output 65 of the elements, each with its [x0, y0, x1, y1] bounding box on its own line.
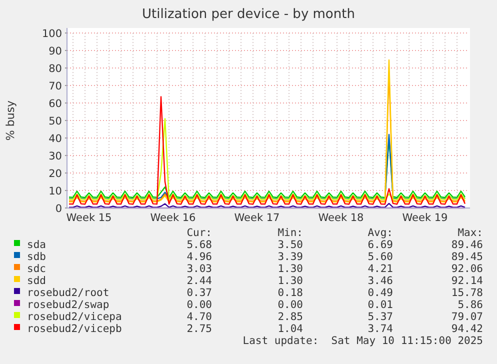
y-tick-label: 20	[48, 168, 62, 180]
x-tick-label: Week 18	[318, 212, 364, 224]
text: 89.45	[451, 251, 483, 263]
legend-label: sdc	[27, 263, 46, 275]
y-tick-label: 10	[48, 186, 62, 198]
y-axis-title: % busy	[4, 100, 17, 141]
legend-label: rosebud2/vicepa	[27, 311, 122, 323]
y-tick-label: 60	[48, 98, 62, 110]
text: 94.42	[451, 323, 483, 335]
text: 92.14	[451, 275, 483, 287]
line-series	[68, 96, 466, 205]
text: 3.39	[278, 251, 303, 263]
legend-label: sda	[27, 239, 46, 251]
text: 5.68	[186, 239, 212, 251]
text: 3.74	[368, 323, 393, 335]
text: 4.21	[368, 263, 393, 275]
text: 4.70	[186, 311, 212, 323]
y-tick-label: 70	[48, 80, 62, 92]
y-tick-label: 50	[48, 116, 62, 128]
text: 5.60	[368, 251, 393, 263]
y-tick-label: 30	[48, 150, 62, 162]
text: 2.44	[186, 275, 212, 287]
text: 1.30	[278, 275, 303, 287]
text: 3.03	[186, 263, 212, 275]
legend-label: sdd	[27, 275, 46, 287]
x-tick-label: Week 17	[234, 212, 280, 224]
legend-label: rosebud2/root	[27, 287, 110, 299]
y-tick-label: 0	[55, 203, 62, 215]
text: Max:	[458, 227, 483, 239]
text: Min:	[278, 227, 303, 239]
x-tick-label: Week 16	[150, 212, 196, 224]
y-tick-label: 40	[48, 133, 62, 145]
text: 3.50	[278, 239, 303, 251]
text: 0.00	[186, 299, 212, 311]
legend-label: rosebud2/vicepb	[27, 323, 122, 335]
y-tick-label: 90	[48, 46, 62, 58]
text: 4.96	[186, 251, 212, 263]
text: 15.78	[451, 287, 483, 299]
legend-label: rosebud2/swap	[27, 299, 110, 311]
y-tick-label: 80	[48, 63, 62, 75]
text: 6.69	[368, 239, 393, 251]
legend-label: sdb	[27, 251, 46, 263]
text: 79.07	[451, 311, 483, 323]
text: 0.37	[186, 287, 212, 299]
text: Cur:	[186, 227, 212, 239]
text: 3.46	[368, 275, 393, 287]
text: 2.75	[186, 323, 212, 335]
text: 5.37	[368, 311, 393, 323]
y-tick-label: 100	[42, 28, 62, 40]
text: 92.06	[451, 263, 483, 275]
line-series	[68, 118, 466, 200]
text: 1.30	[278, 263, 303, 275]
text: 0.18	[278, 287, 303, 299]
x-tick-label: Week 19	[402, 212, 448, 224]
text: Avg:	[368, 227, 393, 239]
chart-title: Utilization per device - by month	[142, 7, 355, 22]
text: Last update: Sat May 10 11:15:00 2025	[242, 335, 483, 347]
text: 1.04	[278, 323, 303, 335]
text: 5.86	[458, 299, 483, 311]
text: 0.00	[278, 299, 303, 311]
text: 0.01	[368, 299, 393, 311]
text: 89.46	[451, 239, 483, 251]
text: 2.85	[278, 311, 303, 323]
x-tick-label: Week 15	[66, 212, 112, 224]
text: 0.49	[368, 287, 393, 299]
